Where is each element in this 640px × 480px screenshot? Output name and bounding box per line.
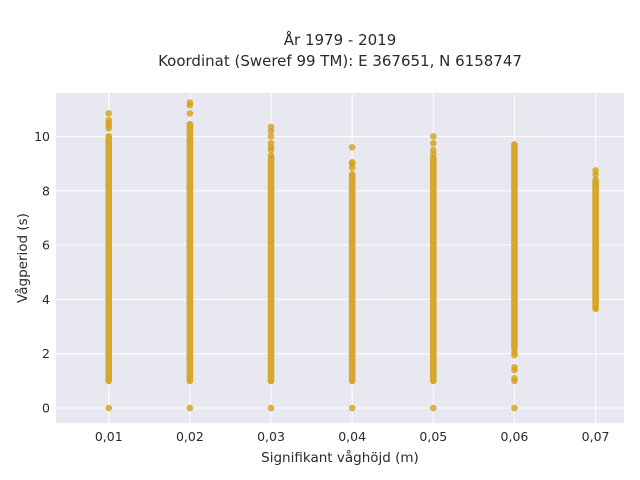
y-tick-label: 8	[42, 183, 50, 198]
y-tick-label: 0	[42, 401, 50, 416]
data-point	[105, 110, 113, 117]
point-column	[430, 133, 437, 412]
data-point	[592, 167, 599, 174]
point-column	[511, 141, 518, 412]
data-point	[348, 144, 356, 151]
y-tick-label: 4	[42, 292, 50, 307]
point-band	[267, 154, 275, 385]
data-point	[511, 364, 518, 371]
data-point	[592, 305, 599, 313]
data-point	[186, 99, 194, 106]
data-point	[105, 116, 113, 124]
data-point	[511, 349, 518, 356]
data-point	[348, 404, 356, 412]
point-column	[267, 123, 275, 412]
data-point	[267, 133, 275, 140]
y-axis-ticks: 0 2 4 6 8 10	[34, 129, 50, 416]
x-tick-label: 0,02	[176, 429, 204, 444]
data-point	[267, 404, 275, 412]
plot-area	[56, 93, 624, 423]
x-tick-label: 0,01	[95, 429, 123, 444]
x-tick-label: 0,03	[257, 429, 285, 444]
point-column	[592, 167, 599, 313]
chart-title-line-2: Koordinat (Sweref 99 TM): E 367651, N 61…	[158, 52, 522, 70]
data-point	[430, 139, 437, 147]
data-point	[430, 133, 437, 140]
x-tick-label: 0,05	[419, 429, 447, 444]
data-point	[348, 158, 356, 166]
data-point	[267, 152, 275, 159]
x-axis-title: Signifikant våghöjd (m)	[261, 449, 419, 466]
point-column	[105, 110, 113, 412]
data-points	[105, 99, 599, 412]
y-tick-label: 6	[42, 238, 50, 253]
point-band	[430, 154, 437, 385]
point-column	[186, 99, 194, 412]
chart-title-line-1: År 1979 - 2019	[284, 30, 397, 49]
x-tick-label: 0,04	[338, 429, 366, 444]
point-column	[348, 144, 356, 412]
x-axis-ticks: 0,01 0,02 0,03 0,04 0,05 0,06 0,07	[95, 429, 610, 444]
point-band	[511, 141, 518, 352]
data-point	[511, 374, 518, 382]
data-point	[430, 146, 437, 154]
x-tick-label: 0,07	[582, 429, 610, 444]
data-point	[105, 404, 113, 412]
point-band	[186, 120, 194, 385]
y-tick-label: 10	[34, 129, 50, 144]
data-point	[511, 404, 518, 412]
data-point	[430, 404, 437, 412]
point-band	[592, 176, 599, 311]
data-point	[186, 404, 194, 412]
data-point	[267, 123, 275, 131]
data-point	[186, 110, 194, 117]
x-tick-label: 0,06	[501, 429, 529, 444]
y-tick-label: 2	[42, 346, 50, 361]
data-point	[267, 139, 275, 147]
point-band	[105, 133, 113, 385]
y-axis-title: Vågperiod (s)	[14, 213, 31, 303]
point-band	[348, 171, 356, 385]
